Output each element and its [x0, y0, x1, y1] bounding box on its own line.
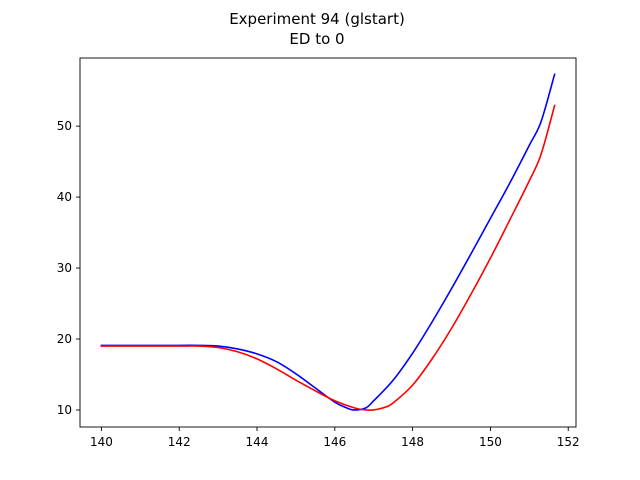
x-tick-label: 148	[401, 435, 424, 449]
y-tick-label: 20	[57, 332, 72, 346]
chart-subtitle: ED to 0	[289, 30, 344, 48]
y-tick-label: 40	[57, 190, 72, 204]
x-tick-label: 150	[479, 435, 502, 449]
plot-frame	[79, 57, 577, 428]
y-tick-label: 10	[57, 403, 72, 417]
x-tick-label: 142	[168, 435, 191, 449]
series-line-1	[100, 73, 556, 411]
axes-layer: 140 142 144 146 148 150 152 10 20 30 40 50	[57, 57, 580, 449]
series-layer	[100, 73, 556, 412]
series-line-2	[100, 104, 556, 412]
y-tick-label: 50	[57, 119, 72, 133]
x-tick-label: 152	[557, 435, 580, 449]
x-tick-label: 140	[90, 435, 113, 449]
x-tick-label: 144	[246, 435, 269, 449]
chart-title: Experiment 94 (glstart)	[229, 10, 405, 28]
y-tick-label: 30	[57, 261, 72, 275]
x-tick-label: 146	[323, 435, 346, 449]
